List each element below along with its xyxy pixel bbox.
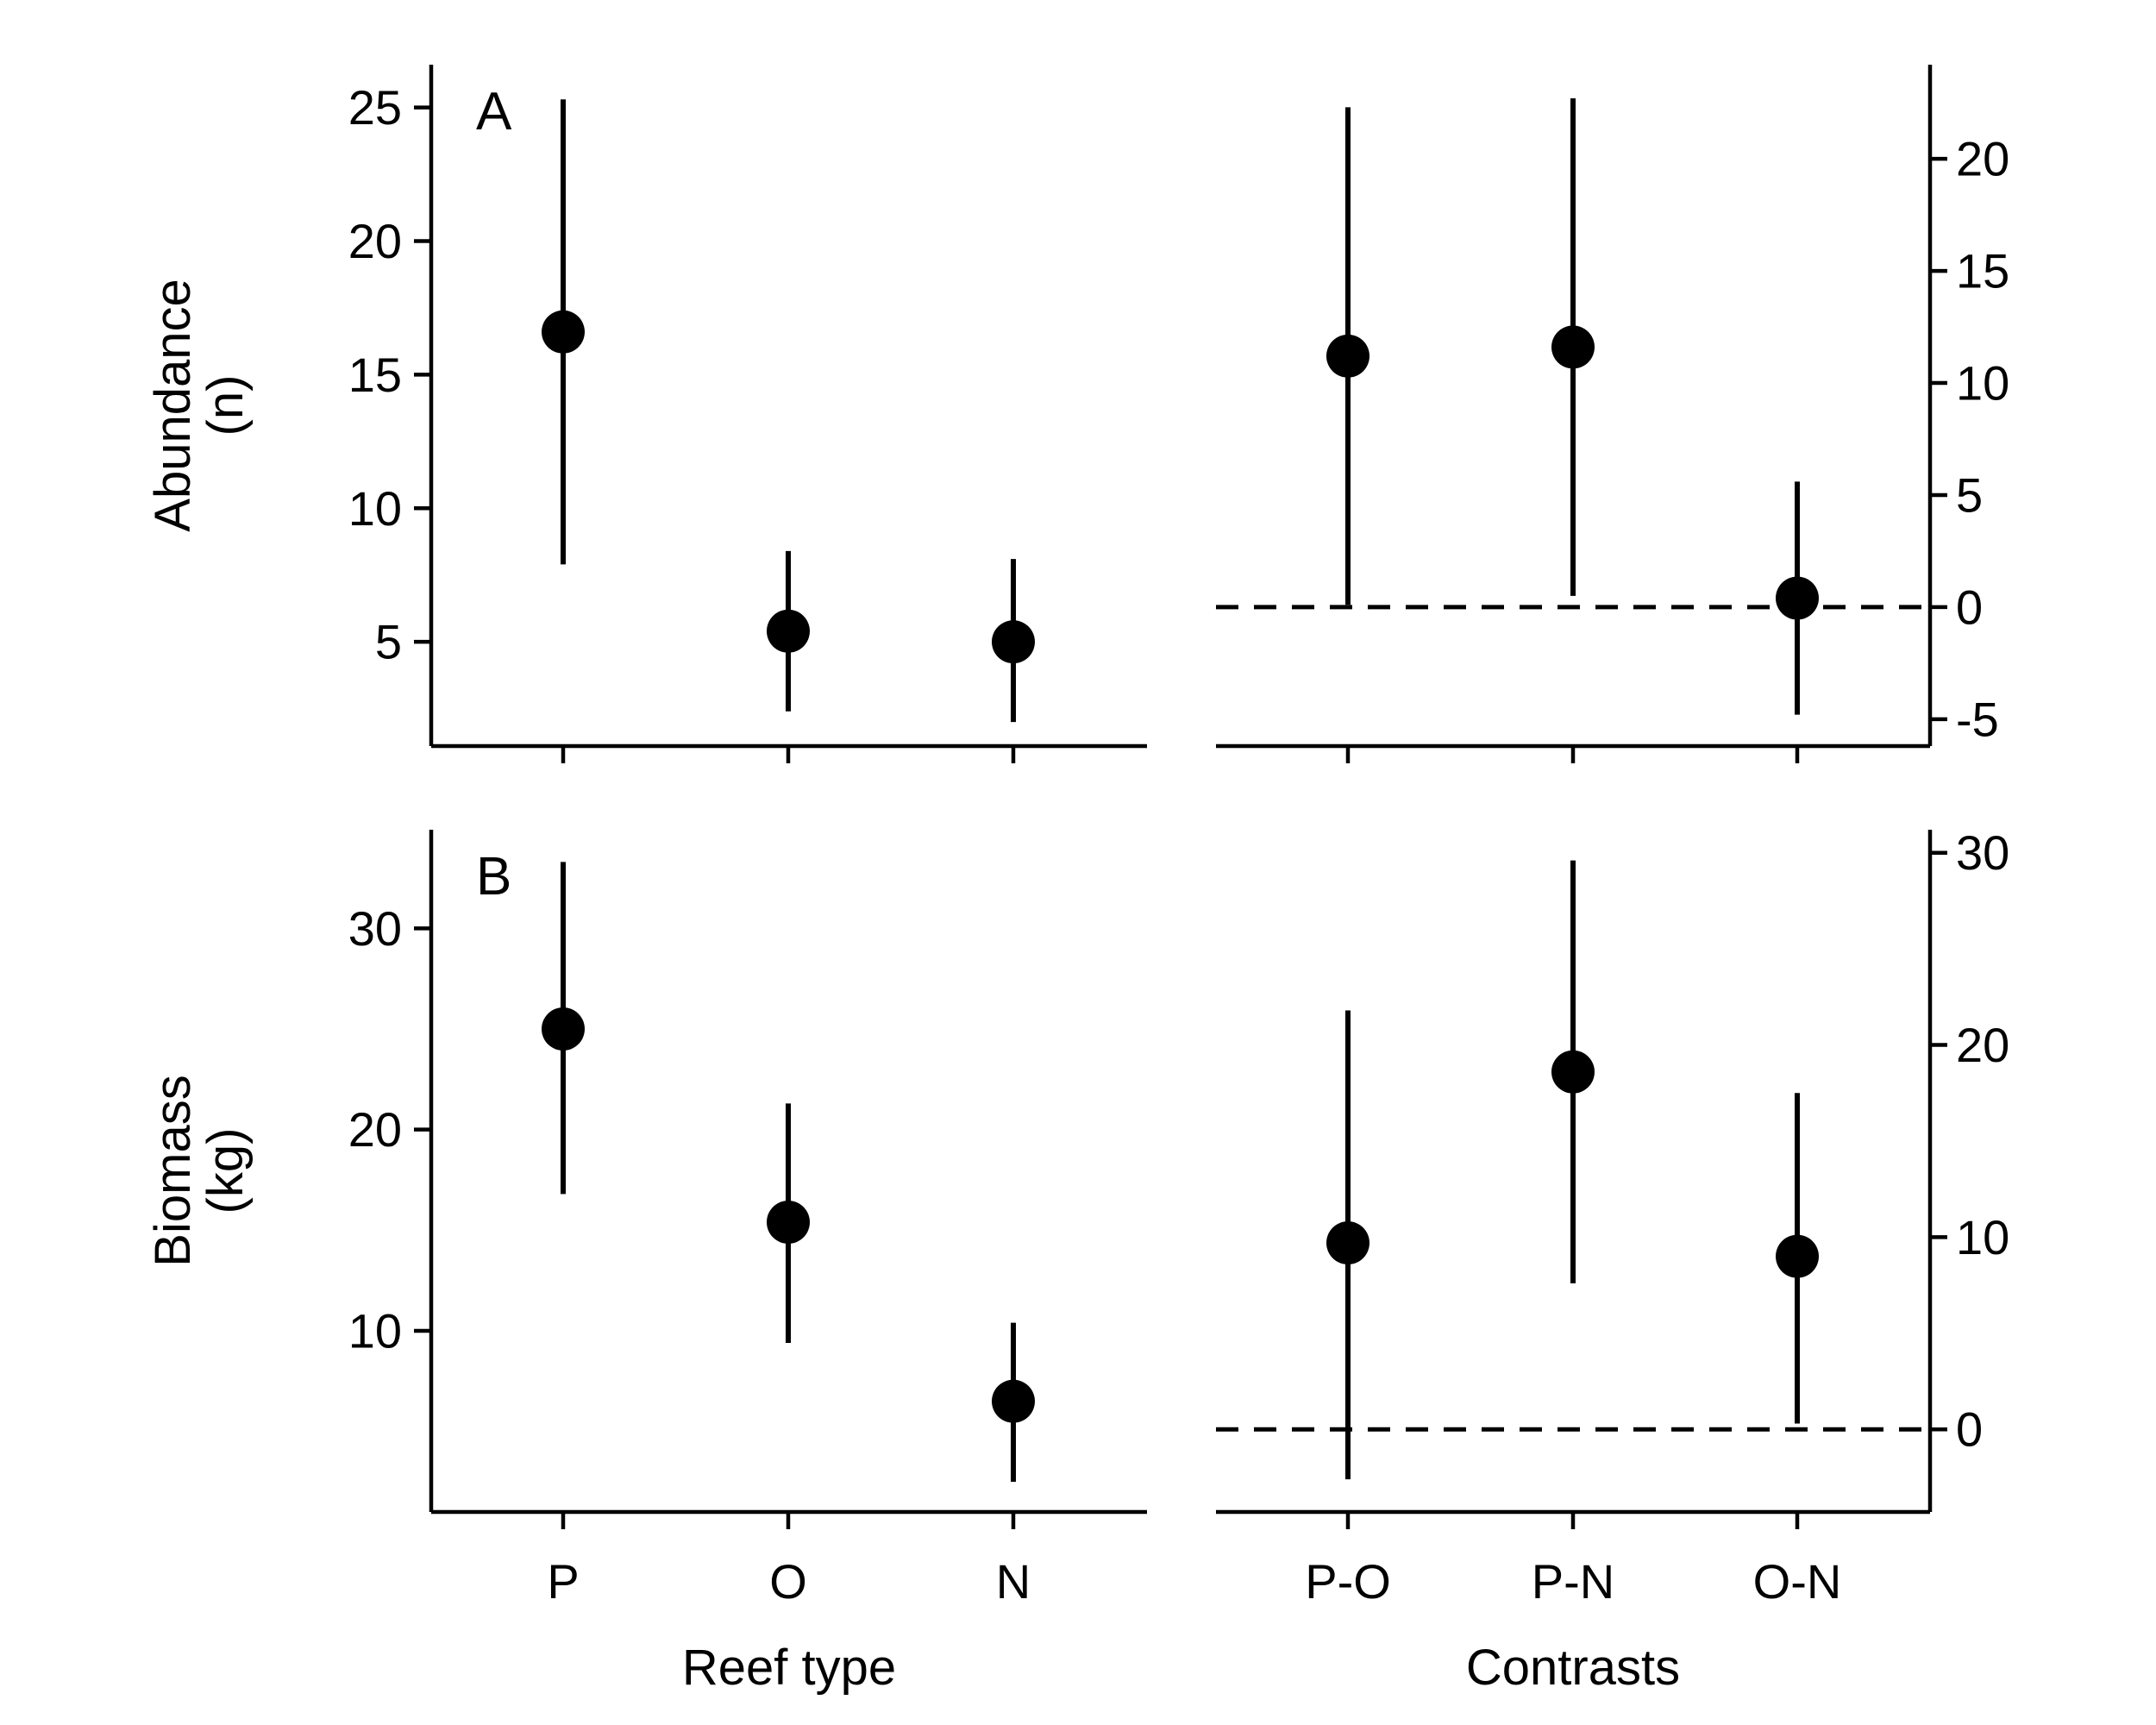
y-axis-title-line: (n) — [197, 375, 254, 436]
x-tick-label: P-N — [1532, 1554, 1614, 1609]
y-tick-label: 5 — [375, 615, 402, 669]
x-tick-label: O-N — [1753, 1554, 1842, 1609]
y-tick-label: 5 — [1956, 467, 1983, 522]
y-tick-label: 30 — [1956, 825, 2009, 880]
x-tick-label: O — [769, 1554, 807, 1609]
y-tick-label: 20 — [348, 214, 402, 268]
y-tick-label: 15 — [1956, 244, 2009, 298]
y-tick-label: 10 — [348, 1304, 402, 1358]
point-p-n — [1551, 325, 1595, 369]
y-tick-label: 0 — [1956, 580, 1983, 634]
panel-b: 10 20 30 P O N B Biomass(kg) Reef type — [145, 830, 1147, 1696]
panels: 5 10 15 20 25 A Abundance(n) -5 0 5 10 15 20 10 20 30 P O… — [145, 65, 2009, 1696]
x-axis-title: Contrasts — [1466, 1640, 1680, 1696]
point-o-n — [1776, 576, 1819, 620]
point-p — [542, 1007, 585, 1051]
y-axis-title: Biomass(kg) — [145, 1075, 254, 1266]
y-tick-label: 0 — [1956, 1402, 1983, 1457]
panel-contrasts-b: 0 10 20 30 P-O P-N O-N Contrasts — [1216, 825, 2009, 1696]
y-tick-label: 20 — [1956, 132, 2009, 186]
y-tick-label: 10 — [1956, 356, 2009, 411]
point-o-n — [1776, 1234, 1819, 1278]
point-p-n — [1551, 1050, 1595, 1094]
point-n — [992, 1379, 1035, 1423]
point-n — [992, 620, 1035, 664]
point-o — [767, 1201, 810, 1244]
x-tick-label: P — [547, 1554, 579, 1609]
y-tick-label: -5 — [1956, 692, 1999, 746]
y-tick-label: 15 — [348, 348, 402, 402]
y-axis-title-line: Abundance — [145, 279, 201, 531]
y-tick-label: 25 — [348, 80, 402, 135]
panel-label: B — [476, 847, 511, 906]
point-o — [767, 609, 810, 653]
panel-label: A — [476, 82, 512, 141]
y-tick-label: 20 — [1956, 1018, 2009, 1072]
panel-contrasts-a: -5 0 5 10 15 20 — [1216, 65, 2009, 763]
x-axis-title: Reef type — [682, 1640, 896, 1696]
point-p-o — [1326, 1221, 1369, 1265]
point-p — [542, 310, 585, 354]
y-tick-label: 10 — [1956, 1210, 2009, 1264]
y-axis-title-line: Biomass — [145, 1075, 201, 1266]
y-tick-label: 20 — [348, 1102, 402, 1157]
y-tick-label: 10 — [348, 481, 402, 536]
point-p-o — [1326, 334, 1369, 378]
x-tick-label: P-O — [1305, 1554, 1391, 1609]
y-tick-label: 30 — [348, 901, 402, 956]
y-axis-title-line: (kg) — [197, 1128, 254, 1214]
panel-a: 5 10 15 20 25 A Abundance(n) — [145, 65, 1147, 763]
x-tick-label: N — [996, 1554, 1031, 1609]
y-axis-title: Abundance(n) — [145, 279, 254, 531]
